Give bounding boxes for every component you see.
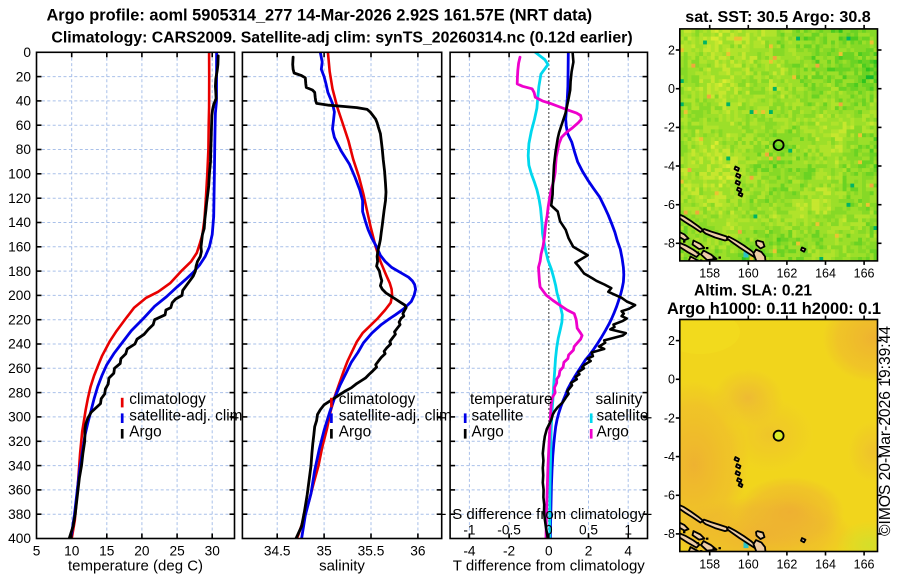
- svg-text:Argo: Argo: [129, 423, 161, 440]
- svg-text:36: 36: [410, 543, 426, 558]
- svg-text:satellite: satellite: [597, 408, 649, 425]
- svg-text:2: 2: [585, 543, 593, 558]
- svg-text:S difference from climatology: S difference from climatology: [452, 506, 646, 523]
- svg-text:400: 400: [8, 531, 31, 546]
- svg-text:158: 158: [699, 267, 720, 281]
- svg-text:-2: -2: [503, 543, 515, 558]
- svg-text:temperature: temperature: [470, 391, 552, 408]
- svg-text:0: 0: [668, 373, 675, 387]
- svg-text:-4: -4: [463, 543, 476, 558]
- svg-text:300: 300: [8, 410, 31, 425]
- svg-text:1: 1: [624, 523, 632, 538]
- svg-text:salinity: salinity: [319, 558, 365, 575]
- svg-text:180: 180: [8, 264, 31, 279]
- svg-text:T difference from climatology: T difference from climatology: [453, 558, 646, 575]
- svg-text:0: 0: [23, 45, 31, 60]
- svg-text:280: 280: [8, 385, 31, 400]
- svg-text:340: 340: [8, 458, 31, 473]
- svg-text:15: 15: [99, 543, 115, 558]
- svg-text:120: 120: [8, 191, 31, 206]
- svg-text:240: 240: [8, 337, 31, 352]
- svg-text:satellite-adj. clim: satellite-adj. clim: [339, 408, 452, 425]
- svg-text:20: 20: [134, 543, 150, 558]
- svg-text:2: 2: [668, 43, 675, 57]
- svg-text:0: 0: [545, 543, 553, 558]
- svg-text:35: 35: [316, 543, 332, 558]
- svg-text:0: 0: [668, 82, 675, 96]
- svg-text:-2: -2: [664, 121, 675, 135]
- svg-text:160: 160: [738, 267, 759, 281]
- svg-text:162: 162: [776, 267, 797, 281]
- svg-text:Altim. SLA: 0.21: Altim. SLA: 0.21: [694, 283, 812, 300]
- svg-text:-6: -6: [664, 198, 675, 212]
- svg-text:satellite: satellite: [472, 408, 524, 425]
- svg-text:climatology: climatology: [339, 391, 416, 408]
- svg-text:162: 162: [776, 557, 797, 571]
- svg-text:Argo: Argo: [472, 423, 504, 440]
- svg-text:Argo h1000: 0.11 h2000: 0.1: Argo h1000: 0.11 h2000: 0.1: [667, 300, 881, 318]
- svg-text:80: 80: [16, 142, 32, 157]
- svg-text:220: 220: [8, 312, 31, 327]
- svg-text:360: 360: [8, 483, 31, 498]
- svg-text:20: 20: [16, 69, 32, 84]
- svg-text:0: 0: [545, 523, 553, 538]
- svg-text:Climatology: CARS2009. Satelli: Climatology: CARS2009. Satellite-adj cli…: [51, 30, 632, 47]
- svg-text:Argo: Argo: [597, 423, 629, 440]
- svg-text:-6: -6: [664, 489, 675, 503]
- svg-text:164: 164: [815, 557, 836, 571]
- svg-text:30: 30: [205, 543, 221, 558]
- svg-text:sat. SST: 30.5 Argo: 30.8: sat. SST: 30.5 Argo: 30.8: [685, 8, 870, 26]
- svg-text:climatology: climatology: [129, 391, 206, 408]
- svg-text:temperature (deg C): temperature (deg C): [68, 558, 203, 575]
- svg-text:-2: -2: [664, 411, 675, 425]
- svg-text:-8: -8: [664, 237, 675, 251]
- svg-text:-8: -8: [664, 527, 675, 541]
- svg-text:-4: -4: [664, 450, 675, 464]
- svg-text:320: 320: [8, 434, 31, 449]
- svg-text:35.5: 35.5: [358, 543, 385, 558]
- svg-text:34.5: 34.5: [264, 543, 291, 558]
- svg-text:140: 140: [8, 215, 31, 230]
- svg-text:166: 166: [854, 267, 875, 281]
- svg-text:25: 25: [169, 543, 185, 558]
- svg-text:salinity: salinity: [596, 391, 643, 408]
- svg-text:2: 2: [668, 334, 675, 348]
- svg-text:380: 380: [8, 507, 31, 522]
- svg-text:satellite-adj. clim: satellite-adj. clim: [129, 408, 242, 425]
- svg-text:©IMOS 20-Mar-2026 19:39:44: ©IMOS 20-Mar-2026 19:39:44: [877, 326, 894, 536]
- svg-text:200: 200: [8, 288, 31, 303]
- svg-text:Argo: Argo: [339, 423, 371, 440]
- svg-text:0.5: 0.5: [579, 523, 598, 538]
- svg-text:5: 5: [33, 543, 41, 558]
- svg-text:10: 10: [64, 543, 80, 558]
- svg-text:166: 166: [854, 557, 875, 571]
- svg-text:60: 60: [16, 118, 32, 133]
- svg-text:260: 260: [8, 361, 31, 376]
- svg-text:-0.5: -0.5: [497, 523, 521, 538]
- svg-text:158: 158: [699, 557, 720, 571]
- svg-text:4: 4: [624, 543, 632, 558]
- svg-text:-1: -1: [463, 523, 475, 538]
- svg-text:160: 160: [8, 240, 31, 255]
- svg-text:100: 100: [8, 167, 31, 182]
- svg-text:160: 160: [738, 557, 759, 571]
- svg-text:40: 40: [16, 94, 32, 109]
- svg-text:-4: -4: [664, 159, 675, 173]
- svg-text:164: 164: [815, 267, 836, 281]
- svg-text:Argo profile: aoml 5905314_277: Argo profile: aoml 5905314_277 14-Mar-20…: [46, 7, 592, 25]
